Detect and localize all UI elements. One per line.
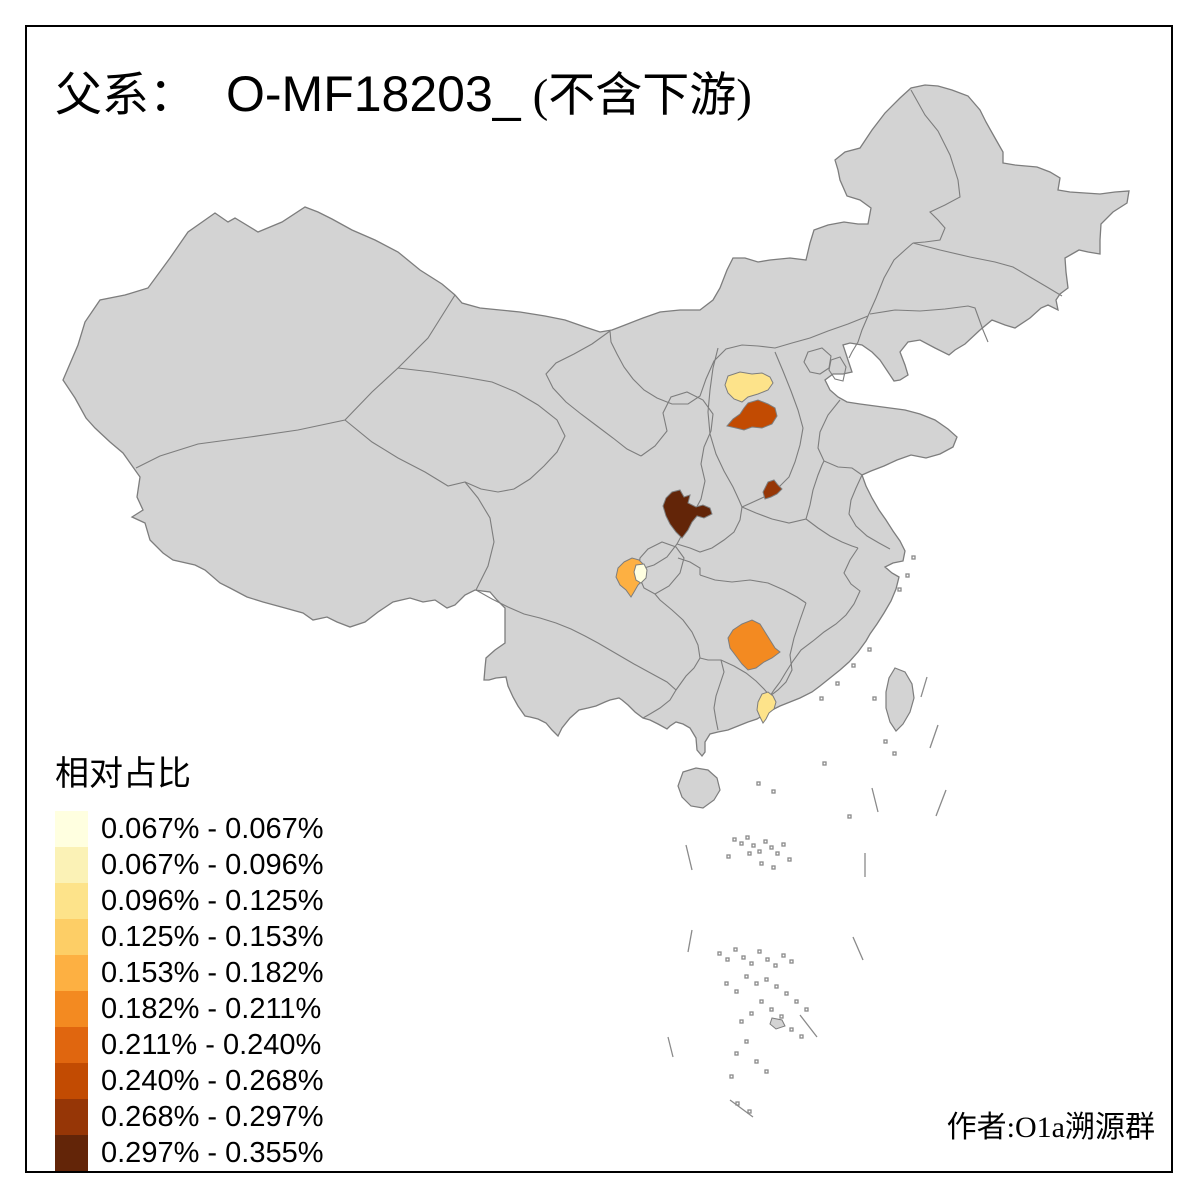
legend-swatch	[55, 919, 88, 955]
legend-item-label: 0.211% - 0.240%	[101, 1029, 322, 1061]
legend-items: 0.067% - 0.067% 0.067% - 0.096% 0.096% - 0…	[55, 811, 323, 1171]
hainan-island	[677, 767, 721, 809]
legend-item: 0.067% - 0.096%	[55, 847, 323, 883]
legend-swatch	[55, 1135, 88, 1171]
region-central-henan	[762, 479, 783, 500]
page-title: 父系： O-MF18203_ (不含下游)	[55, 56, 752, 125]
legend-item: 0.240% - 0.268%	[55, 1063, 323, 1099]
title-haplogroup-code: O-MF18203_	[226, 66, 521, 122]
legend-item: 0.153% - 0.182%	[55, 955, 323, 991]
region-north-shanxi	[724, 371, 774, 403]
spratly-islet	[769, 1017, 786, 1030]
legend-item: 0.297% - 0.355%	[55, 1135, 323, 1171]
region-central-guangdong	[756, 691, 777, 724]
legend-item: 0.268% - 0.297%	[55, 1099, 323, 1135]
legend-item: 0.125% - 0.153%	[55, 919, 323, 955]
legend-item: 0.182% - 0.211%	[55, 991, 323, 1027]
legend-swatch	[55, 955, 88, 991]
legend-item-label: 0.240% - 0.268%	[101, 1065, 324, 1097]
legend-item: 0.211% - 0.240%	[55, 1027, 323, 1063]
author-credit: 作者:O1a溯源群	[946, 1111, 1155, 1144]
title-prefix: 父系：	[55, 70, 196, 122]
legend-swatch	[55, 1027, 88, 1063]
legend-item-label: 0.182% - 0.211%	[101, 993, 322, 1025]
legend-swatch	[55, 847, 88, 883]
region-south-hunan	[727, 619, 781, 671]
legend-title: 相对占比	[55, 756, 191, 793]
legend: 相对占比 0.067% - 0.067% 0.067% - 0.096% 0.096…	[55, 746, 323, 1171]
legend-item-label: 0.125% - 0.153%	[101, 921, 324, 953]
legend-item-label: 0.067% - 0.096%	[101, 849, 324, 881]
region-south-shaanxi	[662, 489, 713, 539]
legend-item: 0.096% - 0.125%	[55, 883, 323, 919]
legend-swatch	[55, 811, 88, 847]
legend-swatch	[55, 883, 88, 919]
region-east-sichuan-pale	[633, 563, 648, 584]
legend-item: 0.067% - 0.067%	[55, 811, 323, 847]
legend-item-label: 0.153% - 0.182%	[101, 957, 324, 989]
legend-item-label: 0.096% - 0.125%	[101, 885, 324, 917]
title-suffix: (不含下游)	[532, 70, 752, 122]
legend-item-label: 0.067% - 0.067%	[101, 813, 324, 845]
legend-swatch	[55, 1063, 88, 1099]
legend-swatch	[55, 991, 88, 1027]
highlighted-regions	[615, 371, 783, 724]
legend-item-label: 0.297% - 0.355%	[101, 1137, 324, 1169]
china-mainland	[62, 84, 1130, 758]
legend-item-label: 0.268% - 0.297%	[101, 1101, 324, 1133]
province-borders	[135, 89, 1063, 731]
small-islands-and-dashes	[667, 555, 947, 1118]
legend-swatch	[55, 1099, 88, 1135]
taiwan-island	[885, 667, 915, 732]
region-central-shanxi	[726, 399, 778, 431]
